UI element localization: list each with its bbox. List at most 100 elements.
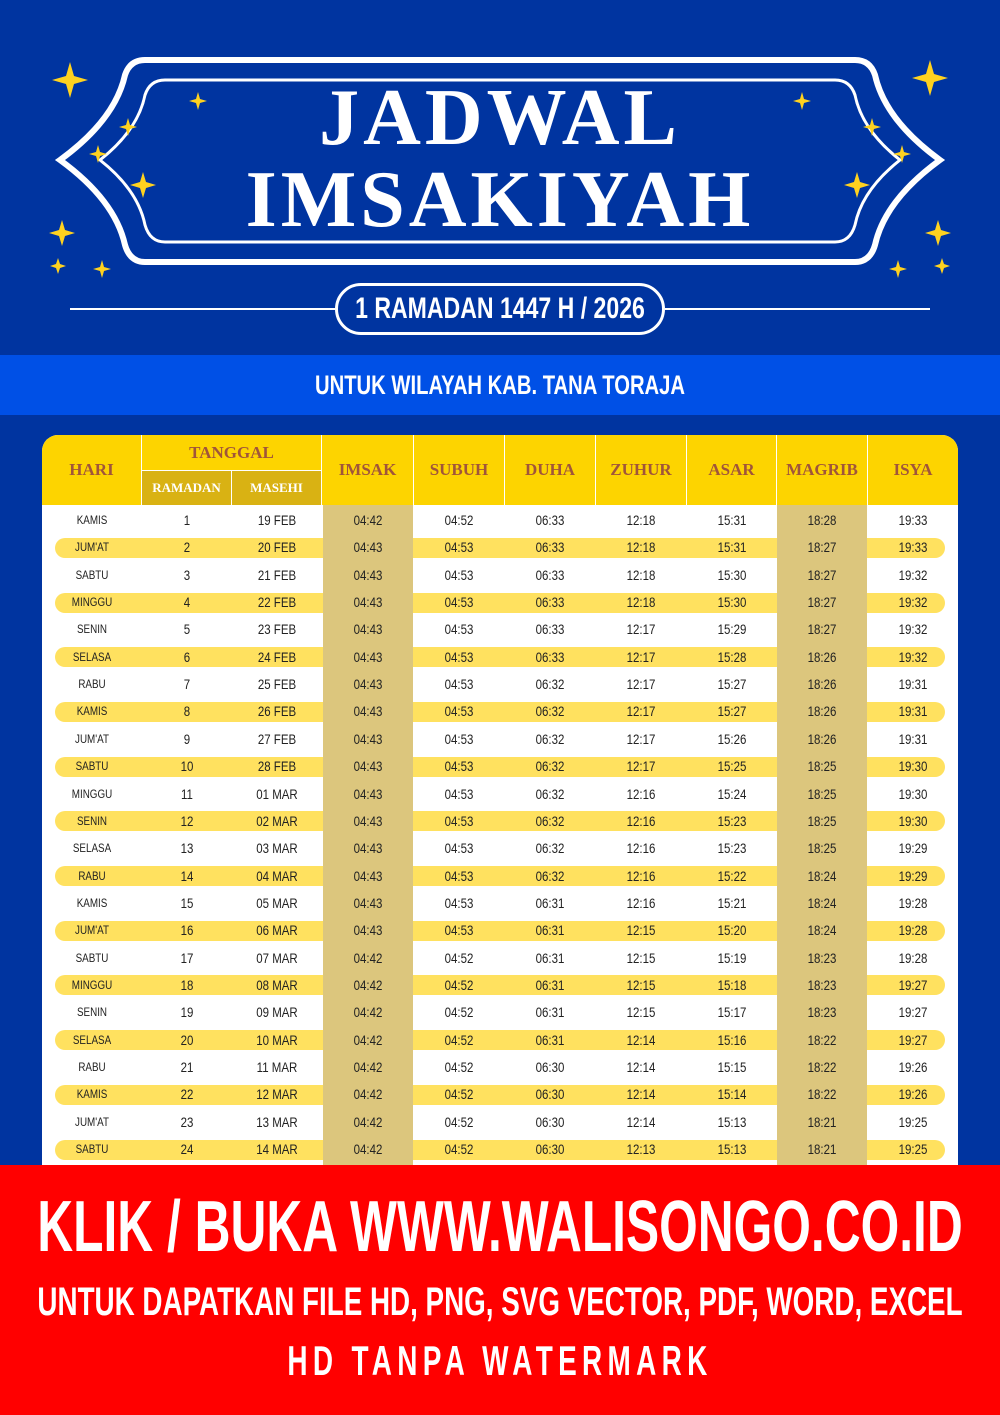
- cell-imsak: 04:43: [353, 566, 383, 583]
- cell-masehi: 07 MAR: [256, 949, 298, 966]
- cell-ramadan: 1: [183, 512, 191, 528]
- cell-magrib: 18:26: [807, 703, 837, 720]
- cell-duha: 06:33: [535, 621, 565, 638]
- divider-right: [665, 308, 930, 310]
- cell-zuhur: 12:14: [626, 1113, 656, 1130]
- header-isya: ISYA: [868, 435, 958, 505]
- schedule-table: HARI TANGGAL RAMADAN MASEHI IMSAK SUBUH …: [42, 435, 958, 1175]
- cell-masehi: 14 MAR: [256, 1141, 298, 1158]
- cell-masehi: 04 MAR: [256, 867, 298, 884]
- cell-imsak: 04:43: [353, 648, 383, 665]
- footer-link-text[interactable]: KLIK / BUKA WWW.WALISONGO.CO.ID: [37, 1187, 963, 1267]
- cell-isya: 19:29: [898, 840, 928, 857]
- cell-imsak: 04:43: [353, 840, 383, 857]
- cell-subuh: 04:52: [444, 512, 474, 528]
- row-stripe: [55, 1139, 945, 1160]
- cell-imsak: 04:43: [353, 676, 383, 693]
- cell-zuhur: 12:13: [626, 1141, 656, 1158]
- cell-zuhur: 12:18: [626, 512, 656, 528]
- cell-ramadan: 10: [180, 758, 194, 775]
- footer-banner: KLIK / BUKA WWW.WALISONGO.CO.ID UNTUK DA…: [0, 1165, 1000, 1415]
- cell-hari: JUM'AT: [75, 540, 109, 555]
- cell-isya: 19:32: [898, 648, 928, 665]
- cell-masehi: 23 FEB: [257, 621, 297, 638]
- cell-duha: 06:33: [535, 566, 565, 583]
- cell-magrib: 18:23: [807, 1004, 837, 1021]
- cell-subuh: 04:52: [444, 976, 474, 993]
- cell-hari: RABU: [78, 1060, 106, 1074]
- cell-subuh: 04:52: [444, 1031, 474, 1048]
- cell-masehi: 28 FEB: [257, 758, 297, 775]
- cell-imsak: 04:43: [353, 867, 383, 884]
- cell-magrib: 18:26: [807, 676, 837, 693]
- cell-ramadan: 7: [183, 676, 191, 693]
- cell-subuh: 04:53: [444, 758, 474, 775]
- cell-imsak: 04:43: [353, 894, 383, 911]
- cell-magrib: 18:25: [807, 812, 837, 829]
- cell-masehi: 22 FEB: [257, 594, 297, 611]
- row-stripe: [55, 1030, 945, 1051]
- row-stripe: [55, 975, 945, 996]
- cell-ramadan: 5: [183, 621, 191, 638]
- cell-duha: 06:32: [535, 703, 565, 720]
- cell-asar: 15:19: [717, 949, 747, 966]
- cell-subuh: 04:53: [444, 594, 474, 611]
- region-text: UNTUK WILAYAH KAB. TANA TORAJA: [314, 370, 686, 400]
- cell-asar: 15:29: [717, 621, 747, 638]
- row-stripe: [55, 592, 945, 613]
- header: JADWAL IMSAKIYAH 1 RAMADAN 1447 H / 2026: [0, 0, 1000, 355]
- cell-subuh: 04:53: [444, 566, 474, 583]
- cell-imsak: 04:42: [353, 1004, 383, 1021]
- cell-zuhur: 12:17: [626, 758, 656, 775]
- cell-hari: JUM'AT: [75, 923, 109, 938]
- cell-asar: 15:30: [717, 566, 747, 583]
- cell-isya: 19:33: [898, 539, 928, 556]
- cell-zuhur: 12:16: [626, 812, 656, 829]
- cell-duha: 06:31: [535, 922, 565, 939]
- header-ramadan: RAMADAN: [142, 471, 232, 505]
- cell-asar: 15:21: [717, 894, 747, 911]
- cell-ramadan: 17: [180, 949, 194, 966]
- footer-link-line[interactable]: KLIK / BUKA WWW.WALISONGO.CO.ID: [0, 1185, 1000, 1269]
- cell-magrib: 18:21: [807, 1141, 837, 1158]
- cell-masehi: 01 MAR: [256, 785, 298, 802]
- cell-magrib: 18:25: [807, 840, 837, 857]
- cell-ramadan: 13: [180, 840, 194, 857]
- ornamental-frame: [49, 57, 951, 278]
- cell-ramadan: 16: [180, 922, 194, 939]
- cell-masehi: 11 MAR: [256, 1059, 298, 1075]
- cell-asar: 15:23: [717, 840, 747, 857]
- cell-asar: 15:30: [717, 594, 747, 611]
- cell-asar: 15:26: [717, 730, 747, 747]
- cell-isya: 19:26: [898, 1086, 928, 1103]
- cell-asar: 15:31: [717, 512, 747, 528]
- cell-zuhur: 12:15: [626, 949, 656, 966]
- cell-imsak: 04:42: [353, 1113, 383, 1130]
- cell-asar: 15:25: [717, 758, 747, 775]
- imsak-column-shade: [323, 505, 413, 1175]
- cell-magrib: 18:24: [807, 867, 837, 884]
- cell-ramadan: 11: [181, 785, 193, 802]
- cell-imsak: 04:42: [353, 1141, 383, 1158]
- cell-hari: KAMIS: [76, 513, 108, 527]
- cell-masehi: 27 FEB: [257, 730, 297, 747]
- cell-ramadan: 12: [180, 812, 194, 829]
- cell-masehi: 21 FEB: [257, 566, 297, 583]
- cell-duha: 06:32: [535, 840, 565, 857]
- cell-ramadan: 15: [180, 894, 194, 911]
- cell-masehi: 10 MAR: [256, 1031, 298, 1048]
- cell-isya: 19:31: [898, 703, 928, 720]
- cell-magrib: 18:25: [807, 785, 837, 802]
- cell-imsak: 04:43: [353, 785, 383, 802]
- cell-zuhur: 12:14: [626, 1031, 656, 1048]
- cell-subuh: 04:52: [444, 1086, 474, 1103]
- row-stripe: [55, 647, 945, 668]
- cell-duha: 06:31: [535, 976, 565, 993]
- cell-asar: 15:20: [717, 922, 747, 939]
- cell-isya: 19:30: [898, 812, 928, 829]
- cell-isya: 19:25: [898, 1113, 928, 1130]
- cell-duha: 06:30: [535, 1086, 565, 1103]
- cell-imsak: 04:43: [353, 730, 383, 747]
- cell-masehi: 12 MAR: [256, 1086, 298, 1103]
- cell-magrib: 18:24: [807, 922, 837, 939]
